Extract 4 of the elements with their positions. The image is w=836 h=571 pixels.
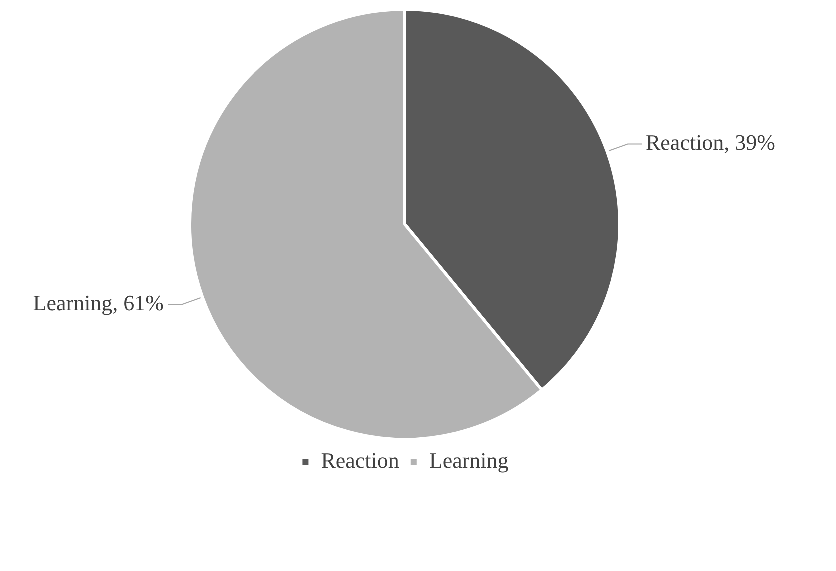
legend-label: Reaction: [321, 448, 400, 473]
legend-label: Learning: [429, 448, 509, 473]
data-label: Learning, 61%: [33, 290, 164, 316]
data-label: Reaction, 39%: [646, 130, 776, 155]
